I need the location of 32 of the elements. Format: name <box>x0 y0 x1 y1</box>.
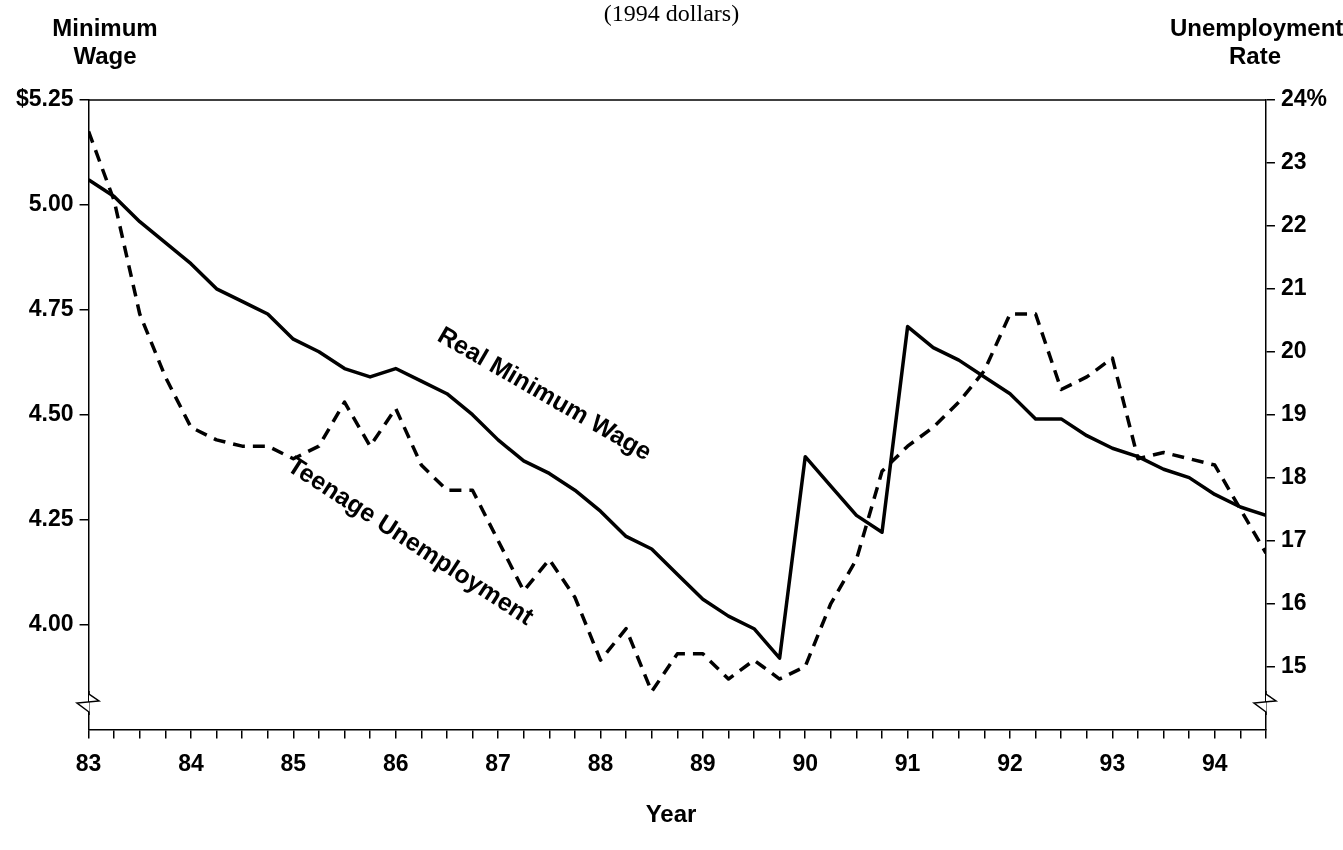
y2-tick-label: 24% <box>1280 85 1328 112</box>
y2-tick-label: 17 <box>1280 525 1307 552</box>
x-tick-label: 86 <box>382 749 409 776</box>
x-tick-label: 93 <box>1099 749 1126 776</box>
y-tick-label: 5.00 <box>28 190 74 217</box>
x-tick-label: 91 <box>894 749 921 776</box>
x-tick-label: 94 <box>1201 749 1228 776</box>
y2-tick-label: 15 <box>1280 651 1307 678</box>
chart-title: (1994 dollars) <box>603 0 740 26</box>
y2-axis-title: Unemployment Rate <box>1170 14 1343 70</box>
x-tick-label: 88 <box>587 749 614 776</box>
x-tick-label: 83 <box>75 749 102 776</box>
y2-tick-label: 20 <box>1280 337 1307 364</box>
y2-tick-label: 22 <box>1280 211 1307 238</box>
y2-tick-label: 23 <box>1280 148 1307 175</box>
x-tick-label: 84 <box>178 749 204 776</box>
y-tick-label: 4.25 <box>28 504 74 531</box>
x-tick-label: 90 <box>792 749 819 776</box>
x-tick-label: 87 <box>485 749 511 776</box>
x-tick-label: 92 <box>997 749 1023 776</box>
y2-tick-label: 18 <box>1280 462 1307 489</box>
y-tick-label: $5.25 <box>15 85 74 112</box>
y-tick-label: 4.50 <box>28 400 74 427</box>
y2-tick-label: 21 <box>1280 274 1307 301</box>
y-tick-label: 4.75 <box>28 295 74 322</box>
x-tick-label: 89 <box>690 749 716 776</box>
y2-tick-label: 16 <box>1280 588 1307 615</box>
y-axis-title: Minimum Wage <box>51 14 159 70</box>
y2-tick-label: 19 <box>1280 400 1307 427</box>
x-tick-label: 85 <box>280 749 307 776</box>
x-axis-title: Year <box>644 800 698 828</box>
y-tick-label: 4.00 <box>28 609 74 636</box>
